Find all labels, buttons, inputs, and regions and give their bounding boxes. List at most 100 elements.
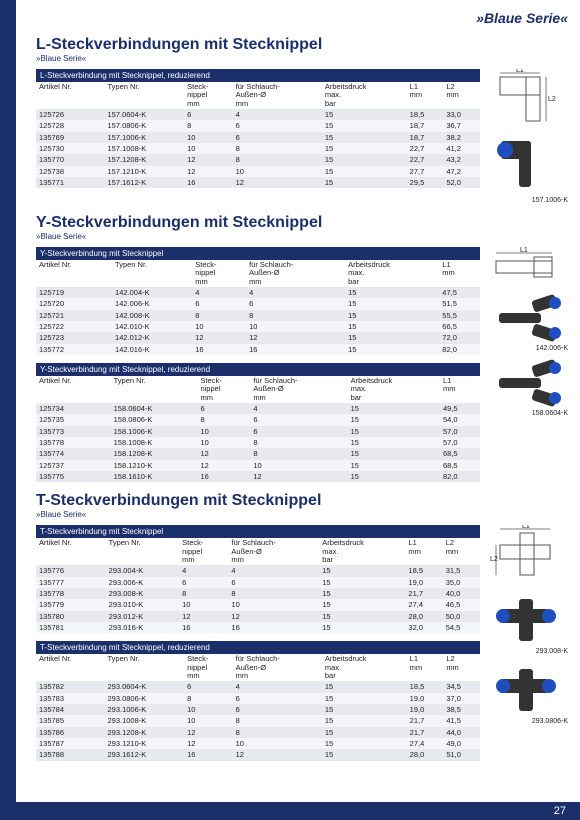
table-col-header: Arbeitsdruckmax.bar xyxy=(322,654,407,681)
table-area: T-Steckverbindung mit StecknippelArtikel… xyxy=(36,525,480,760)
table-row: 135780293.012-K12121528,050,0 xyxy=(36,611,480,622)
table-cell: 142.016-K xyxy=(112,344,192,355)
table-cell: 51,0 xyxy=(443,749,480,760)
table-row: 135774158.1208-K1281568,5 xyxy=(36,448,480,459)
data-table: Artikel Nr.Typen Nr.Steck-nippelmmfür Sc… xyxy=(36,376,480,482)
table-cell: 8 xyxy=(228,588,319,599)
table-cell: 41,5 xyxy=(443,715,480,726)
table-cell: 8 xyxy=(184,693,232,704)
table-cell: 12 xyxy=(233,177,322,188)
table-cell: 15 xyxy=(345,287,439,298)
table-cell: 135782 xyxy=(36,681,104,692)
table-cell: 293.004-K xyxy=(106,565,179,576)
table-cell: 293.006-K xyxy=(106,577,179,588)
table-cell: 10 xyxy=(233,166,322,177)
table-cell: 15 xyxy=(322,693,407,704)
table-col-header: Artikel Nr. xyxy=(36,82,104,109)
table-cell: 16 xyxy=(197,471,250,482)
table-cell: 10 xyxy=(197,437,250,448)
table-cell: 8 xyxy=(192,310,246,321)
table-cell: 135788 xyxy=(36,749,104,760)
table-row: 135771157.1612-K16121529,552,0 xyxy=(36,177,480,188)
table-cell: 8 xyxy=(184,120,232,131)
table-cell: 293.016-K xyxy=(106,622,179,633)
table-row: 125735158.0806-K861554,0 xyxy=(36,414,480,425)
table-cell: 293.1612-K xyxy=(104,749,184,760)
table-cell: 293.1008-K xyxy=(104,715,184,726)
table-row: 125730157.1008-K1081522,741,2 xyxy=(36,143,480,154)
section: T-Steckverbindungen mit Stecknippel »Bla… xyxy=(36,492,568,760)
table-cell: 6 xyxy=(250,414,347,425)
table-cell: 49,0 xyxy=(443,738,480,749)
table-cell: 10 xyxy=(197,426,250,437)
table-cell: 19,0 xyxy=(407,704,444,715)
table-cell: 16 xyxy=(184,749,232,760)
table-cell: 293.012-K xyxy=(106,611,179,622)
table-cell: 28,0 xyxy=(405,611,442,622)
table-col-header: Steck-nippelmm xyxy=(184,654,232,681)
table-cell: 54,0 xyxy=(440,414,480,425)
table-cell: 15 xyxy=(348,403,440,414)
table-cell: 157.1210-K xyxy=(104,166,184,177)
table-cell: 15 xyxy=(319,599,405,610)
table-cell: 15 xyxy=(319,577,405,588)
table-cell: 142.008-K xyxy=(112,310,192,321)
table-cell: 15 xyxy=(319,622,405,633)
table-row: 135784293.1006-K1061519,038,5 xyxy=(36,704,480,715)
table-cell: 12 xyxy=(179,611,228,622)
table-cell: 135783 xyxy=(36,693,104,704)
table-cell: 8 xyxy=(233,143,322,154)
table-cell: 27,4 xyxy=(405,599,442,610)
table-col-header: L2mm xyxy=(443,654,480,681)
table-cell: 27,7 xyxy=(407,166,444,177)
table-header: Y-Steckverbindung mit Stecknippel xyxy=(36,247,480,260)
table-cell: 135774 xyxy=(36,448,111,459)
table-row: 135772142.016-K16161582,0 xyxy=(36,344,480,355)
table-col-header: Typen Nr. xyxy=(111,376,198,403)
table-row: 135779293.010-K10101527,446,5 xyxy=(36,599,480,610)
table-cell: 157.1008-K xyxy=(104,143,184,154)
table-cell: 15 xyxy=(322,177,407,188)
table-cell: 12 xyxy=(197,448,250,459)
table-header: L-Steckverbindung mit Stecknippel, reduz… xyxy=(36,69,480,82)
table-row: 135786293.1208-K1281521,744,0 xyxy=(36,727,480,738)
table-cell: 21,7 xyxy=(407,727,444,738)
table-cell: 15 xyxy=(322,727,407,738)
table-cell: 125722 xyxy=(36,321,112,332)
photo-caption: 293.008-K xyxy=(488,648,568,655)
table-cell: 293.1210-K xyxy=(104,738,184,749)
table-cell: 135785 xyxy=(36,715,104,726)
table-row: 135788293.1612-K16121528,051,0 xyxy=(36,749,480,760)
photo-caption: 158.0604-K xyxy=(488,410,568,417)
table-cell: 15 xyxy=(322,120,407,131)
table-cell: 16 xyxy=(179,622,228,633)
table-col-header: Steck-nippelmm xyxy=(184,82,232,109)
table-cell: 293.0604-K xyxy=(104,681,184,692)
table-cell: 135779 xyxy=(36,599,106,610)
table-cell: 15 xyxy=(348,448,440,459)
table-col-header: L1mm xyxy=(407,82,444,109)
table-cell: 15 xyxy=(319,588,405,599)
table-cell: 16 xyxy=(184,177,232,188)
table-cell: 12 xyxy=(184,166,232,177)
table-col-header: Arbeitsdruckmax.bar xyxy=(322,82,407,109)
brand-header: »Blaue Serie« xyxy=(36,10,568,26)
table-cell: 293.008-K xyxy=(106,588,179,599)
table-cell: 66,5 xyxy=(439,321,480,332)
table-cell: 135787 xyxy=(36,738,104,749)
svg-text:L2: L2 xyxy=(548,96,556,103)
table-cell: 158.0806-K xyxy=(111,414,198,425)
table-col-header: Typen Nr. xyxy=(104,654,184,681)
section: Y-Steckverbindungen mit Stecknippel »Bla… xyxy=(36,214,568,482)
table-cell: 47,5 xyxy=(439,287,480,298)
table-cell: 15 xyxy=(319,565,405,576)
section-title: L-Steckverbindungen mit Stecknippel xyxy=(36,36,568,54)
table-cell: 142.004-K xyxy=(112,287,192,298)
table-cell: 8 xyxy=(197,414,250,425)
table-row: 135787293.1210-K12101527,449,0 xyxy=(36,738,480,749)
table-cell: 135778 xyxy=(36,588,106,599)
section-subtitle: »Blaue Serie« xyxy=(36,510,568,519)
table-col-header: Steck-nippelmm xyxy=(179,538,228,565)
table-cell: 15 xyxy=(348,414,440,425)
photo-caption: 293.0806-K xyxy=(488,718,568,725)
